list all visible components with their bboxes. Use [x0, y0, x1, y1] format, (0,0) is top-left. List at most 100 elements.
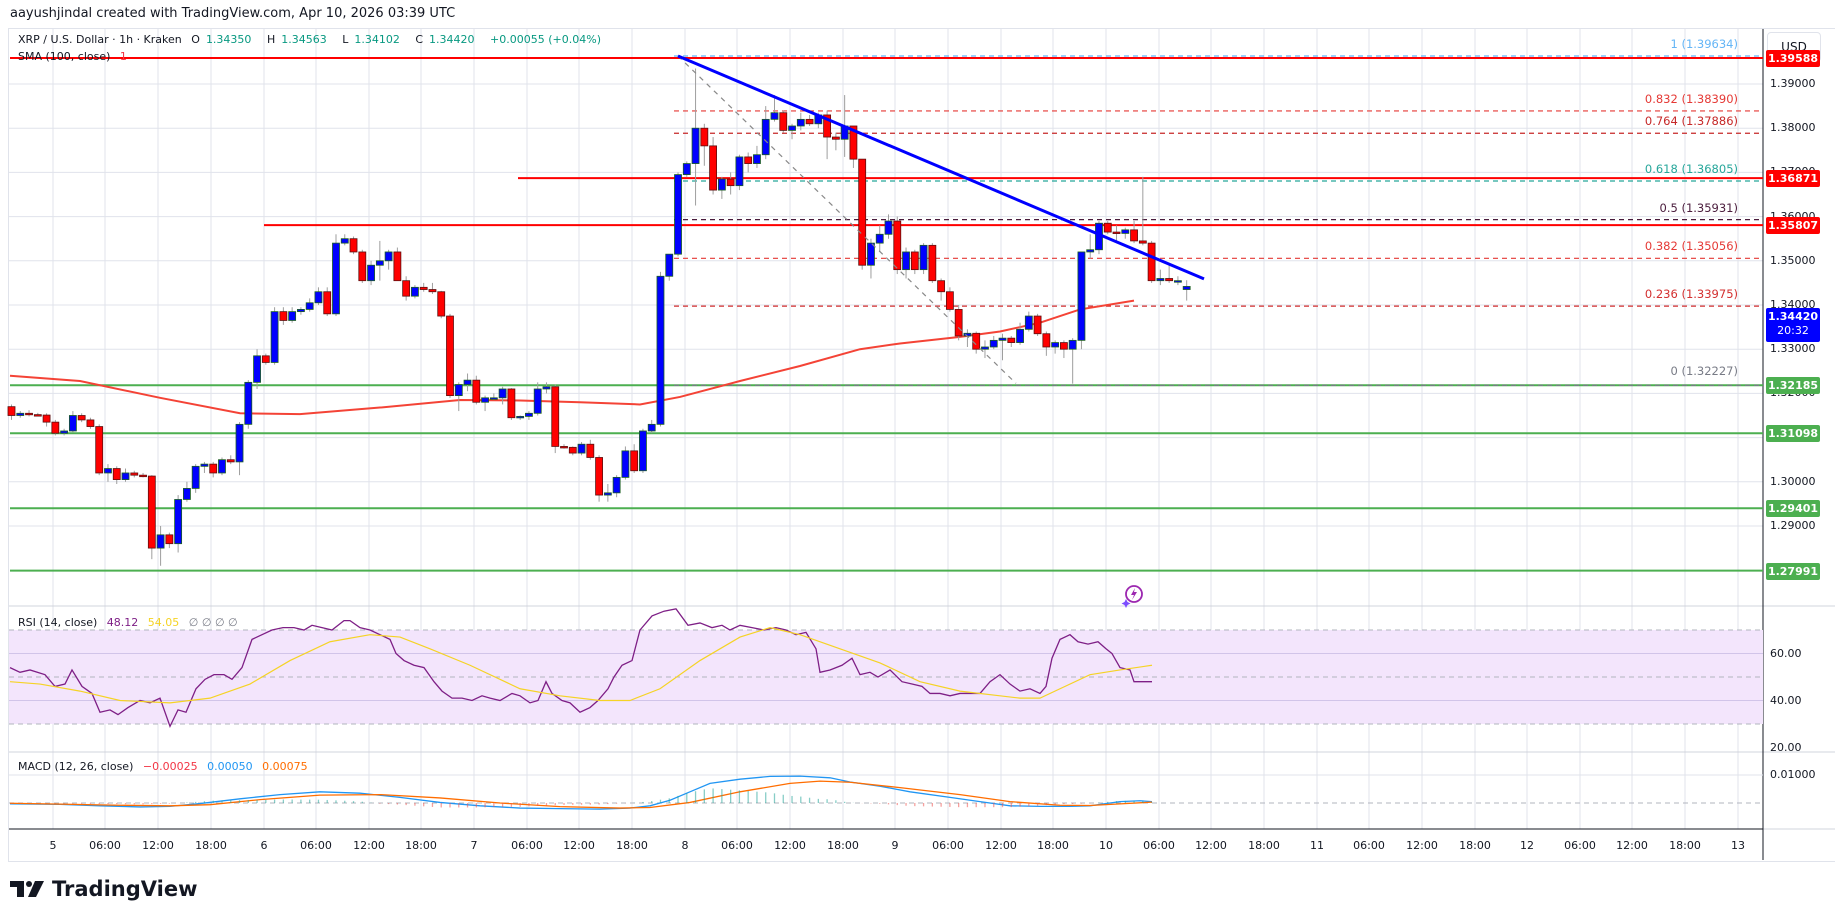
time-tick: 06:00	[89, 839, 121, 852]
rsi-ma-value: 54.05	[147, 616, 180, 629]
time-tick: 06:00	[1143, 839, 1175, 852]
time-tick: 12:00	[142, 839, 174, 852]
level-price-tag: 1.39588	[1766, 50, 1820, 67]
candle-body	[42, 414, 51, 423]
descending-trendline	[677, 54, 1205, 281]
candle-body	[446, 315, 454, 397]
candle-body	[463, 379, 472, 385]
time-tick: 12:00	[1406, 839, 1438, 852]
candle-body	[761, 118, 770, 156]
tradingview-logo-icon	[10, 881, 44, 897]
candle-body	[1060, 342, 1068, 350]
price-tick: 1.38000	[1770, 121, 1816, 135]
candle-body	[691, 127, 700, 164]
candle-body	[481, 397, 489, 403]
time-tick: 11	[1310, 839, 1324, 852]
candle-body	[717, 178, 726, 191]
candle-body	[419, 286, 428, 290]
candle-body	[323, 291, 332, 315]
lightning-alert-icon[interactable]	[1120, 582, 1146, 608]
time-tick: 7	[470, 839, 478, 852]
candle-body	[156, 534, 165, 549]
candle-body	[551, 386, 560, 447]
candle-body	[516, 415, 525, 419]
candle-body	[235, 423, 244, 463]
candle-body	[77, 415, 86, 421]
rsi-ma-line	[9, 627, 1153, 704]
candle-body	[279, 311, 288, 321]
candle-body	[25, 412, 33, 416]
candle-body	[665, 253, 674, 277]
time-tick: 06:00	[511, 839, 543, 852]
candle-body	[51, 421, 60, 434]
candle-body	[428, 289, 437, 293]
candle-body	[928, 244, 937, 282]
candle-body	[121, 472, 130, 480]
time-tick: 6	[260, 839, 268, 852]
time-tick: 8	[681, 839, 689, 852]
candle-body	[867, 242, 875, 266]
rsi-tick: 20.00	[1770, 741, 1802, 754]
tradingview-logo[interactable]: TradingView	[10, 877, 197, 901]
candle-body	[533, 388, 542, 414]
candle-body	[972, 332, 981, 350]
time-tick: 06:00	[721, 839, 753, 852]
symbol-legend: XRP / U.S. Dollar · 1h · Kraken O 1.34350…	[18, 33, 601, 46]
open-value: 1.34350	[205, 33, 252, 46]
fib-level-label: 0 (1.32227)	[1670, 364, 1738, 379]
candle-body	[682, 163, 691, 176]
candle-body	[1007, 337, 1016, 343]
candle-body	[577, 443, 586, 454]
candle-body	[1077, 251, 1086, 341]
time-tick: 18:00	[1459, 839, 1491, 852]
time-tick: 10	[1099, 839, 1113, 852]
candle-body	[209, 463, 218, 474]
candle-body	[709, 145, 717, 191]
time-tick: 12:00	[1616, 839, 1648, 852]
candle-body	[639, 430, 647, 472]
time-tick: 12:00	[774, 839, 806, 852]
fib-anchor-line	[677, 55, 1017, 384]
candle-body	[68, 415, 77, 432]
candle-body	[367, 264, 375, 282]
time-tick: 18:00	[827, 839, 859, 852]
price-tick: 1.29000	[1770, 519, 1816, 532]
candle-body	[647, 423, 656, 432]
candle-body	[507, 388, 516, 419]
candle-body	[744, 156, 753, 164]
current-price: 1.34420	[1767, 310, 1819, 323]
candle-body	[805, 118, 814, 125]
candle-body	[831, 136, 840, 140]
fib-level-label: 0.764 (1.37886)	[1644, 114, 1738, 129]
candle-body	[288, 311, 297, 321]
candle-body	[60, 430, 69, 434]
candle-body	[340, 238, 349, 244]
symbol-name[interactable]: XRP / U.S. Dollar · 1h · Kraken	[18, 33, 182, 46]
rsi-legend[interactable]: RSI (14, close) 48.12 54.05 ∅ ∅ ∅ ∅	[18, 616, 244, 629]
candle-body	[1042, 333, 1051, 348]
candle-body	[402, 280, 411, 297]
change-value: +0.00055 (+0.04%)	[490, 33, 601, 46]
candle-body	[261, 355, 270, 363]
candle-body	[884, 220, 893, 235]
price-tick: 1.33000	[1770, 342, 1816, 356]
time-tick: 12	[1520, 839, 1534, 852]
candle-body	[630, 450, 639, 472]
rsi-tick: 40.00	[1770, 694, 1802, 707]
candle-body	[1147, 242, 1156, 282]
candle-body	[1016, 328, 1024, 343]
candle-body	[674, 174, 682, 255]
candle-body	[253, 355, 261, 383]
time-tick: 06:00	[1564, 839, 1596, 852]
time-tick: 18:00	[405, 839, 437, 852]
macd-legend[interactable]: MACD (12, 26, close) −0.00025 0.00050 0.…	[18, 760, 314, 773]
bar-countdown: 20:32	[1777, 324, 1809, 337]
candle-body	[393, 251, 402, 282]
candle-body	[139, 474, 147, 478]
chart-credit: aayushjindal created with TradingView.co…	[10, 6, 456, 21]
high-value: 1.34563	[281, 33, 327, 46]
sma-line	[9, 299, 1135, 416]
sma-legend[interactable]: SMA (100, close) 1	[18, 50, 133, 63]
candle-body	[1086, 249, 1095, 253]
